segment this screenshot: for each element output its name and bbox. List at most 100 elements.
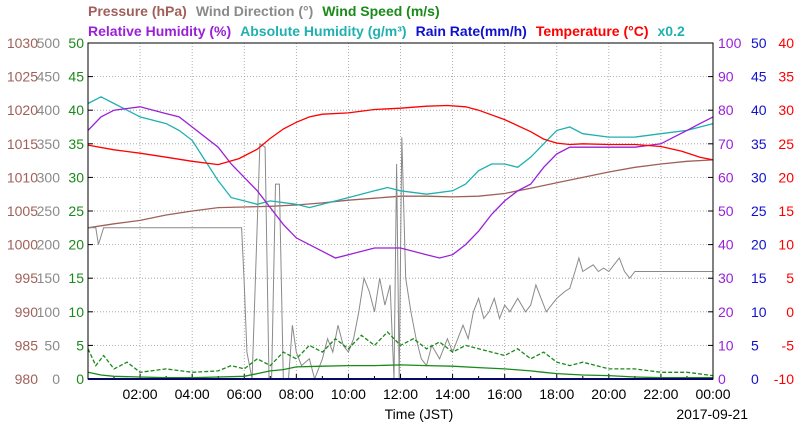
chart-date: 2017-09-21 bbox=[676, 406, 748, 422]
x-tick-label: 08:00 bbox=[279, 386, 314, 402]
plot-frame bbox=[87, 42, 714, 380]
right-axes: 1009080706050403020100504540353025201510… bbox=[88, 35, 794, 387]
series-absolute-humidity-g-m bbox=[87, 96, 714, 209]
x-tick-label: 12:00 bbox=[383, 386, 418, 402]
wind-direction-tick-label: 400 bbox=[37, 102, 61, 118]
rain-rate-tick-label: 5 bbox=[751, 337, 759, 353]
temperature-tick-label: 5 bbox=[786, 270, 794, 286]
rain-rate-tick-label: 35 bbox=[751, 136, 767, 152]
series-wind-speed-m-s bbox=[87, 364, 713, 379]
temperature-tick-label: 25 bbox=[778, 136, 794, 152]
x-tick-label: 14:00 bbox=[435, 386, 470, 402]
legend-item-absolute-humidity-g-m-: Absolute Humidity (g/m³) bbox=[240, 23, 406, 39]
wind-direction-tick-label: 0 bbox=[52, 371, 60, 387]
pressure-tick-label: 1010 bbox=[7, 169, 38, 185]
x-tick-label: 22:00 bbox=[643, 386, 678, 402]
relative-humidity-tick-label: 60 bbox=[718, 169, 734, 185]
wind-speed-tick-label: 20 bbox=[68, 237, 84, 253]
pressure-tick-label: 980 bbox=[15, 371, 39, 387]
legend-item-wind-speed-m-s-: Wind Speed (m/s) bbox=[322, 3, 439, 19]
temperature-tick-label: 0 bbox=[786, 304, 794, 320]
x-tick-label: 10:00 bbox=[331, 386, 366, 402]
series-temperature-c bbox=[87, 104, 714, 166]
temperature-tick-label: 30 bbox=[778, 102, 794, 118]
wind-speed-tick-label: 15 bbox=[68, 270, 84, 286]
left-axes: 1030102510201015101010051000995990985980… bbox=[7, 35, 84, 387]
wind-direction-tick-label: 300 bbox=[37, 169, 61, 185]
legend-item-x0-2: x0.2 bbox=[658, 23, 685, 39]
legend-item-wind-direction-: Wind Direction (°) bbox=[196, 3, 313, 19]
wind-direction-tick-label: 450 bbox=[37, 69, 61, 85]
wind-direction-tick-label: 250 bbox=[37, 203, 61, 219]
pressure-tick-label: 985 bbox=[15, 337, 39, 353]
pressure-tick-label: 1025 bbox=[7, 69, 38, 85]
wind-speed-tick-label: 50 bbox=[68, 35, 84, 51]
wind-speed-tick-label: 0 bbox=[76, 371, 84, 387]
pressure-tick-label: 1020 bbox=[7, 102, 38, 118]
rain-rate-tick-label: 30 bbox=[751, 169, 767, 185]
rain-rate-tick-label: 20 bbox=[751, 237, 767, 253]
wind-speed-tick-label: 10 bbox=[68, 304, 84, 320]
wind-speed-tick-label: 30 bbox=[68, 169, 84, 185]
rain-rate-tick-label: 45 bbox=[751, 69, 767, 85]
relative-humidity-tick-label: 0 bbox=[718, 371, 726, 387]
relative-humidity-tick-label: 30 bbox=[718, 270, 734, 286]
wind-speed-tick-label: 35 bbox=[68, 136, 84, 152]
pressure-tick-label: 990 bbox=[15, 304, 39, 320]
legend-item-pressure-hpa-: Pressure (hPa) bbox=[88, 3, 187, 19]
rain-rate-tick-label: 0 bbox=[751, 371, 759, 387]
x-tick-label: 20:00 bbox=[591, 386, 626, 402]
legend-row-2: Relative Humidity (%) Absolute Humidity (… bbox=[88, 23, 685, 39]
pressure-tick-label: 1005 bbox=[7, 203, 38, 219]
rain-rate-tick-label: 40 bbox=[751, 102, 767, 118]
temperature-tick-label: 10 bbox=[778, 237, 794, 253]
x-tick-label: 02:00 bbox=[123, 386, 158, 402]
temperature-tick-label: 20 bbox=[778, 169, 794, 185]
series-relative-humidity bbox=[87, 106, 714, 259]
temperature-tick-label: 40 bbox=[778, 35, 794, 51]
wind-speed-tick-label: 25 bbox=[68, 203, 84, 219]
legend-row-1: Pressure (hPa) Wind Direction (°) Wind Spe… bbox=[88, 3, 440, 19]
series-wind-direction bbox=[88, 137, 713, 381]
relative-humidity-tick-label: 50 bbox=[718, 203, 734, 219]
legend-item-relative-humidity-: Relative Humidity (%) bbox=[88, 23, 231, 39]
x-axis: 02:00 04:00 06:00 08:00 10:00 12:00 14:00 16:00… bbox=[113, 374, 731, 402]
wind-direction-tick-label: 200 bbox=[37, 237, 61, 253]
wind-direction-tick-label: 500 bbox=[37, 35, 61, 51]
pressure-tick-label: 1015 bbox=[7, 136, 38, 152]
wind-direction-tick-label: 50 bbox=[44, 337, 60, 353]
relative-humidity-tick-label: 10 bbox=[718, 337, 734, 353]
temperature-tick-label: 35 bbox=[778, 69, 794, 85]
rain-rate-tick-label: 50 bbox=[751, 35, 767, 51]
temperature-tick-label: -10 bbox=[774, 371, 794, 387]
relative-humidity-tick-label: 80 bbox=[718, 102, 734, 118]
relative-humidity-tick-label: 100 bbox=[718, 35, 742, 51]
pressure-tick-label: 1030 bbox=[7, 35, 38, 51]
pressure-tick-label: 995 bbox=[15, 270, 39, 286]
series-pressure-hpa bbox=[87, 159, 714, 229]
relative-humidity-tick-label: 70 bbox=[718, 136, 734, 152]
relative-humidity-tick-label: 40 bbox=[718, 237, 734, 253]
wind-direction-tick-label: 150 bbox=[37, 270, 61, 286]
series-wind-speed-gust bbox=[87, 331, 714, 377]
x-tick-label: 00:00 bbox=[695, 386, 730, 402]
x-tick-label: 06:00 bbox=[227, 386, 262, 402]
relative-humidity-tick-label: 90 bbox=[718, 69, 734, 85]
rain-rate-tick-label: 10 bbox=[751, 304, 767, 320]
wind-speed-tick-label: 5 bbox=[76, 337, 84, 353]
wind-speed-tick-label: 40 bbox=[68, 102, 84, 118]
x-tick-label: 18:00 bbox=[539, 386, 574, 402]
rain-rate-tick-label: 25 bbox=[751, 203, 767, 219]
x-tick-label: 16:00 bbox=[487, 386, 522, 402]
grid bbox=[88, 43, 713, 379]
x-axis-label: Time (JST) bbox=[385, 406, 454, 422]
pressure-tick-label: 1000 bbox=[7, 237, 38, 253]
wind-direction-tick-label: 100 bbox=[37, 304, 61, 320]
legend-item-temperature-c-: Temperature (°C) bbox=[536, 23, 649, 39]
temperature-tick-label: -5 bbox=[782, 337, 795, 353]
temperature-tick-label: 15 bbox=[778, 203, 794, 219]
x-tick-label: 04:00 bbox=[175, 386, 210, 402]
rain-rate-tick-label: 15 bbox=[751, 270, 767, 286]
